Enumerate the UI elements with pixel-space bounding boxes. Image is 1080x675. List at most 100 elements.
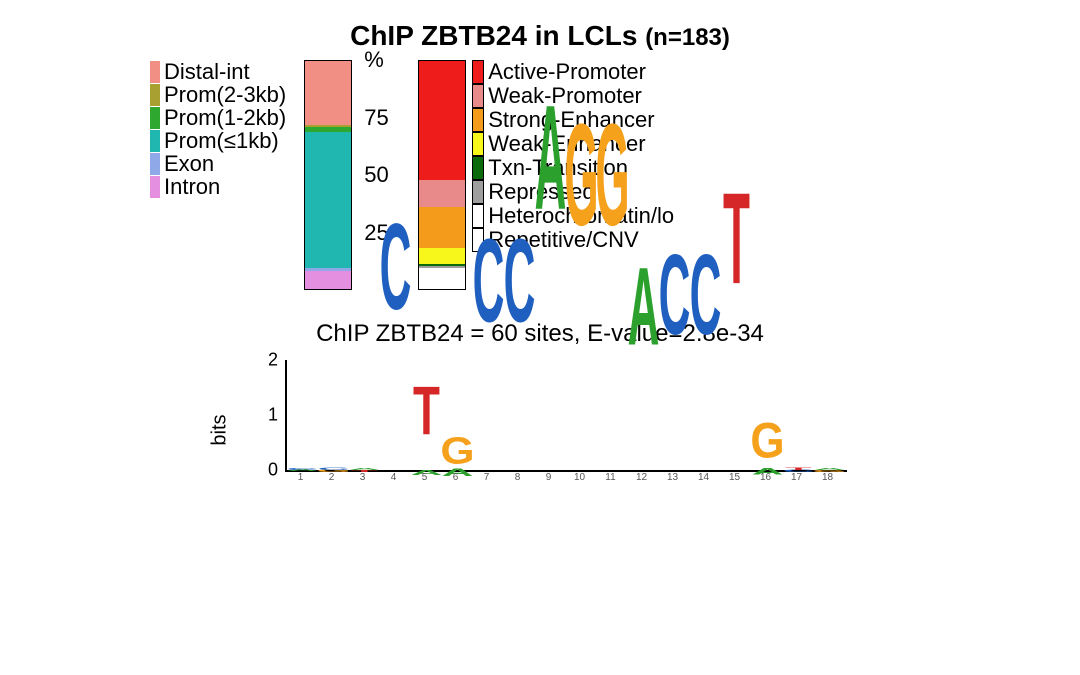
logo-letter: T [413,387,440,464]
title-main: ChIP ZBTB24 in LCLs [350,20,645,51]
logo-letter: C [504,241,536,470]
logo-x-tick: 7 [484,472,490,483]
figure-title: ChIP ZBTB24 in LCLs (n=183) [150,20,930,52]
bar-segment [305,271,351,289]
logo-letter: G [440,438,474,462]
legend-swatch [150,61,160,83]
logo-column: AC [287,467,318,470]
legend-item: Prom(≤1kb) [150,129,286,152]
bits-axis-label: bits [209,414,232,445]
logo-letter: G [750,423,784,463]
legend-swatch [472,156,484,180]
right-stacked-bar [418,60,466,290]
logo-column: TA [349,466,380,470]
logo-letter: C [473,241,505,470]
legend-item: Exon [150,152,286,175]
logo-letter: C [659,255,691,470]
legend-label: Prom(≤1kb) [164,129,279,152]
bar-segment [305,132,351,269]
bar-segment [419,207,465,248]
logo-letter: C [380,226,412,470]
legend-swatch [150,130,160,152]
legend-item: Prom(1-2kb) [150,106,286,129]
legend-item: Prom(2-3kb) [150,83,286,106]
left-stacked-bar [304,60,352,290]
logo-column: G [597,366,628,471]
legend-swatch [150,176,160,198]
sequence-logo: bits 012 ACGCTACATAGCCAGGACCTAGCTGA 1234… [230,360,850,500]
logo-plot-area: ACGCTACATAGCCAGGACCTAGCTGA [285,360,847,472]
logo-letter: A [535,107,567,470]
logo-letter: C [690,255,722,470]
logo-x-tick: 18 [822,472,833,483]
logo-x-tick: 6 [453,472,459,483]
logo-column: CT [783,465,814,471]
logo-x-tick: 5 [422,472,428,483]
left-legend: Distal-intProm(2-3kb)Prom(1-2kb)Prom(≤1k… [150,60,286,199]
bar-segment [419,61,465,180]
logo-y-ticks: 012 [258,360,278,470]
bar-segment [305,61,351,125]
logo-x-tick: 14 [698,472,709,483]
logo-letter: G [564,125,598,470]
logo-x-tick: 1 [298,472,304,483]
logo-column: C [473,385,504,470]
logo-column: A [628,390,659,470]
legend-label: Distal-int [164,60,250,83]
figure-root: ChIP ZBTB24 in LCLs (n=183) Distal-intPr… [150,20,930,500]
logo-column: C [380,382,411,470]
logo-letter: A [752,469,784,470]
logo-x-tick: 4 [391,472,397,483]
logo-x-tick: 16 [760,472,771,483]
title-sub: (n=183) [645,24,730,51]
logo-x-tick: 9 [546,472,552,483]
logo-y-tick: 2 [268,350,278,371]
logo-column: AG [752,428,783,470]
legend-swatch [472,108,484,132]
legend-item: Distal-int [150,60,286,83]
logo-x-ticks: 123456789101112131415161718 [285,472,845,492]
bar-segment [419,180,465,207]
legend-swatch [472,84,484,108]
logo-column: AG [442,434,473,470]
axis-tick-75: 75 [364,105,388,131]
logo-x-tick: 3 [360,472,366,483]
logo-letter: A [628,269,660,470]
logo-column: C [504,385,535,470]
logo-x-tick: 12 [636,472,647,483]
legend-swatch [150,107,160,129]
logo-x-tick: 8 [515,472,521,483]
legend-item: Intron [150,175,286,198]
logo-column: C [690,388,721,471]
logo-column: GC [318,465,349,471]
logo-column: A [535,363,566,470]
logo-letter: G [595,125,629,470]
logo-y-tick: 1 [268,405,278,426]
logo-letter: A [411,469,443,470]
legend-label: Exon [164,152,214,175]
bar-segment [419,248,465,264]
legend-swatch [472,180,484,204]
legend-item: Active-Promoter [472,60,674,84]
legend-label: Prom(2-3kb) [164,83,286,106]
logo-x-tick: 15 [729,472,740,483]
logo-column: AT [411,415,442,470]
logo-letter: T [723,194,750,470]
legend-swatch [472,60,484,84]
bar-segment [419,268,465,289]
logo-column: G [566,366,597,471]
legend-label: Intron [164,175,220,198]
logo-column: T [721,377,752,471]
legend-swatch [150,84,160,106]
legend-label: Active-Promoter [488,60,646,83]
percent-symbol: % [364,47,384,73]
logo-x-tick: 11 [605,472,615,483]
axis-tick-50: 50 [364,162,388,188]
logo-x-tick: 2 [329,472,335,483]
legend-swatch [150,153,160,175]
logo-column: C [659,388,690,471]
logo-y-tick: 0 [268,460,278,481]
logo-x-tick: 13 [667,472,678,483]
logo-x-tick: 10 [574,472,585,483]
logo-x-tick: 17 [791,472,802,483]
